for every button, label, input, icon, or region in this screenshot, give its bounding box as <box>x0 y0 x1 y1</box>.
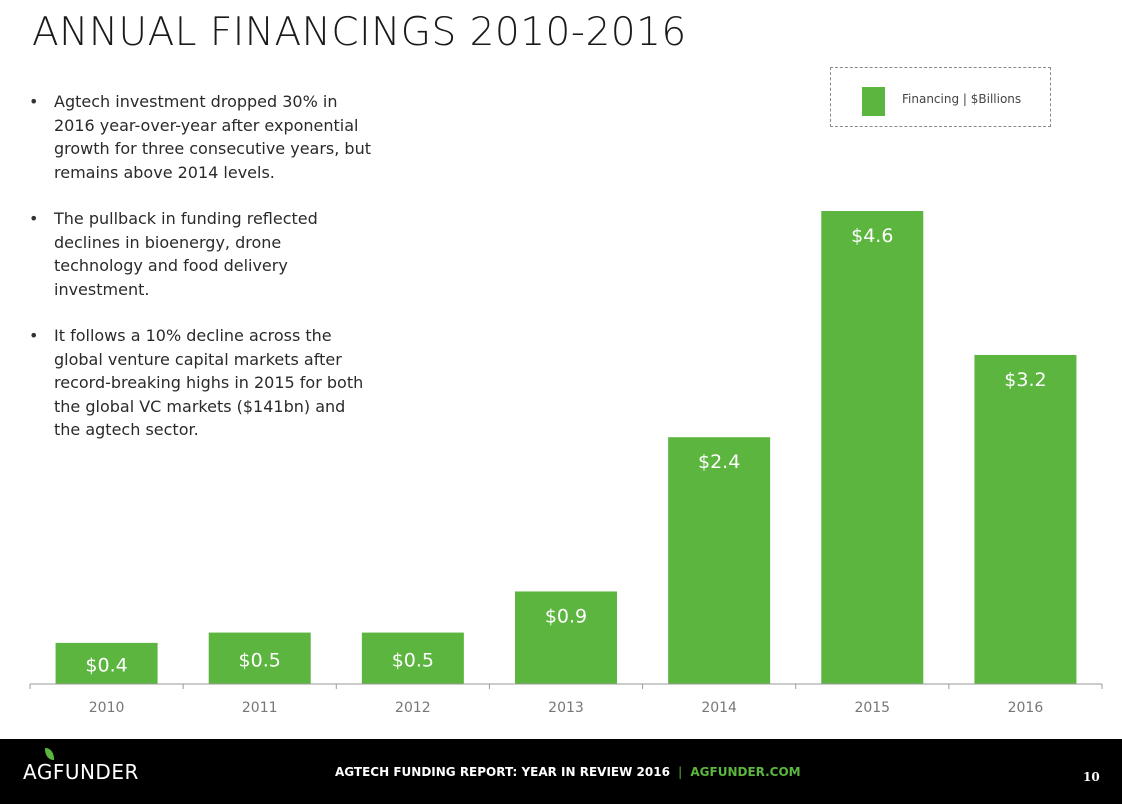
x-tick-label: 2011 <box>242 700 278 716</box>
leaf-icon <box>45 748 54 760</box>
x-tick-label: 2014 <box>701 700 737 716</box>
footer-separator: | <box>678 765 683 779</box>
agfunder-logo: AGFUNDER <box>23 748 139 784</box>
legend-label: Financing | $Billions <box>902 92 1022 106</box>
bar-value-label: $2.4 <box>698 451 740 473</box>
footer-bar: AGFUNDER AGTECH FUNDING REPORT: YEAR IN … <box>0 739 1122 804</box>
bar-value-label: $3.2 <box>1004 369 1046 391</box>
bar-value-label: $0.5 <box>392 649 434 671</box>
bar-2011 <box>208 632 311 684</box>
bar-value-label: $0.5 <box>239 649 281 671</box>
x-tick-label: 2013 <box>548 700 584 716</box>
bar-value-label: $0.9 <box>545 605 587 627</box>
footer-caption: AGTECH FUNDING REPORT: YEAR IN REVIEW 20… <box>335 765 801 779</box>
chart-legend: Financing | $Billions <box>830 67 1051 127</box>
x-tick-label: 2012 <box>395 700 431 716</box>
bullet-list: Agtech investment dropped 30% in 2016 ye… <box>28 90 373 465</box>
bullet-item: It follows a 10% decline across the glob… <box>28 324 373 442</box>
bullet-item: Agtech investment dropped 30% in 2016 ye… <box>28 90 373 184</box>
bar-2013 <box>515 591 617 684</box>
x-tick-label: 2016 <box>1008 700 1044 716</box>
bar-2010 <box>55 642 158 684</box>
website-link[interactable]: AGFUNDER.COM <box>690 765 801 779</box>
bar-value-label: $4.6 <box>851 225 893 247</box>
bar-2016 <box>974 354 1077 684</box>
x-tick-label: 2015 <box>854 700 890 716</box>
page-title: ANNUAL FINANCINGS 2010-2016 <box>32 10 687 55</box>
legend-swatch <box>862 87 885 116</box>
bar-2012 <box>361 632 464 684</box>
bullet-item: The pullback in funding reflected declin… <box>28 207 373 301</box>
page-number: 10 <box>1083 770 1100 784</box>
logo-text: AGFUNDER <box>23 760 139 784</box>
bar-chart: $0.4 2010 $0.5 2011 $0.5 2012 $0.9 2013 $2.4 2014… <box>29 211 1103 716</box>
bar-2014 <box>668 437 771 684</box>
x-tick-label: 2010 <box>89 700 125 716</box>
report-title: AGTECH FUNDING REPORT: YEAR IN REVIEW 20… <box>335 765 670 779</box>
bar-2015 <box>821 211 924 684</box>
bar-value-label: $0.4 <box>85 654 127 676</box>
